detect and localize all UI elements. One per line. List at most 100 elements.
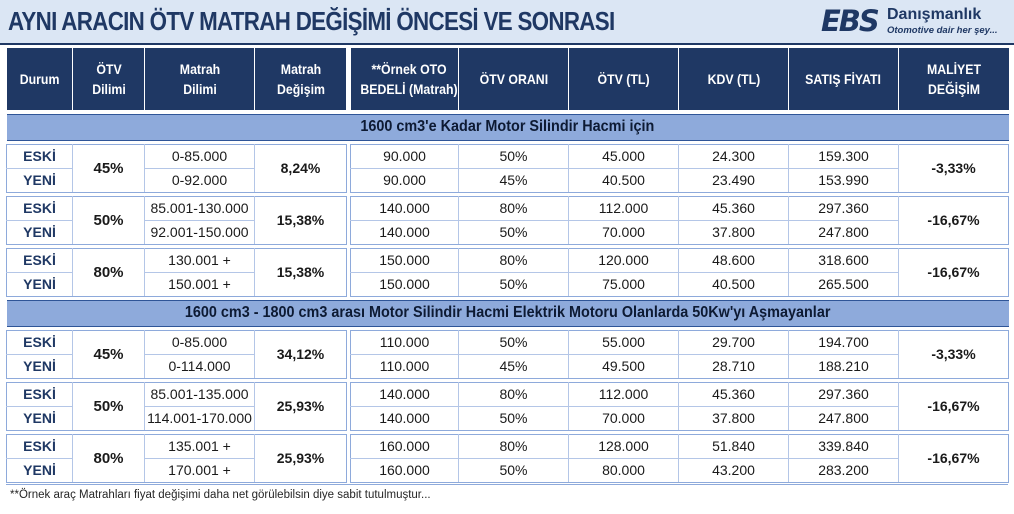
table-row: YENİ 170.001 + 160.000 50% 80.000 43.200 283.2… [6, 458, 1009, 483]
matrah-dilimi-cell: 150.001 + [144, 272, 255, 297]
durum-cell: YENİ [6, 354, 73, 379]
matrah-dilimi-cell: 114.001-170.000 [144, 406, 255, 431]
header-row: Durum ÖTV Dilimi Matrah Dilimi Matrah De… [6, 48, 1009, 110]
table-row: YENİ 150.001 + 150.000 50% 75.000 40.500 265.5… [6, 272, 1009, 297]
ebs-logo: EBS Danışmanlık Otomotive dair her şey..… [821, 3, 1006, 41]
otv-tl-cell: 40.500 [568, 168, 679, 193]
table-row: ESKİ 50% 85.001-130.000 15,38% 140.000 80% 112… [6, 195, 1009, 245]
section-title: 1600 cm3'e Kadar Motor Silindir Hacmi iç… [6, 113, 1009, 141]
logo-mark: EBS [821, 4, 880, 38]
otv-orani-cell: 50% [458, 220, 569, 245]
otv-orani-cell: 45% [458, 354, 569, 379]
footnote-divider [6, 484, 1008, 485]
section-title: 1600 cm3 - 1800 cm3 arası Motor Silindir… [6, 299, 1009, 327]
otv-dilimi-cell: 45% [72, 329, 145, 379]
kdv-tl-cell: 37.800 [678, 406, 789, 431]
otv-tl-cell: 70.000 [568, 406, 679, 431]
otv-dilimi-cell: 50% [72, 195, 145, 245]
column-gap [346, 330, 351, 378]
table-row: ESKİ 50% 85.001-135.000 25,93% 140.000 80% 112… [6, 381, 1009, 431]
otv-dilimi-cell: 50% [72, 381, 145, 431]
column-gap [346, 434, 351, 482]
otv-tl-cell: 80.000 [568, 458, 679, 483]
ornek-bedel-cell: 90.000 [350, 168, 459, 193]
otv-orani-cell: 50% [458, 143, 569, 169]
otv-dilimi-cell: 45% [72, 143, 145, 193]
otv-tl-cell: 75.000 [568, 272, 679, 297]
maliyet-degisim-cell: -16,67% [898, 433, 1009, 483]
kdv-tl-cell: 29.700 [678, 329, 789, 355]
otv-tl-cell: 120.000 [568, 247, 679, 273]
column-gap [346, 248, 351, 296]
durum-cell: YENİ [6, 406, 73, 431]
otv-tl-cell: 45.000 [568, 143, 679, 169]
matrah-degisim-cell: 8,24% [254, 143, 347, 193]
satis-fiyati-cell: 159.300 [788, 143, 899, 169]
kdv-tl-cell: 40.500 [678, 272, 789, 297]
otv-orani-cell: 80% [458, 195, 569, 221]
matrah-dilimi-cell: 0-92.000 [144, 168, 255, 193]
matrah-dilimi-cell: 85.001-130.000 [144, 195, 255, 221]
ornek-bedel-cell: 140.000 [350, 406, 459, 431]
table-body: 1600 cm3'e Kadar Motor Silindir Hacmi iç… [6, 113, 1009, 486]
table-row: YENİ 114.001-170.000 140.000 50% 70.000 37.80… [6, 406, 1009, 431]
matrah-dilimi-cell: 85.001-135.000 [144, 381, 255, 407]
satis-fiyati-cell: 265.500 [788, 272, 899, 297]
kdv-tl-cell: 24.300 [678, 143, 789, 169]
ornek-bedel-cell: 140.000 [350, 220, 459, 245]
otv-dilimi-cell: 80% [72, 433, 145, 483]
matrah-dilimi-cell: 0-114.000 [144, 354, 255, 379]
header-maliyet-degisim: MALİYET DEĞİŞİM [898, 48, 1009, 110]
matrah-dilimi-cell: 170.001 + [144, 458, 255, 483]
satis-fiyati-cell: 318.600 [788, 247, 899, 273]
table-row: ESKİ 45% 0-85.000 8,24% 90.000 50% 45.000 24.30… [6, 143, 1009, 193]
otv-tl-cell: 49.500 [568, 354, 679, 379]
logo-name: Danışmanlık [887, 6, 982, 23]
table-row: ESKİ 45% 0-85.000 34,12% 110.000 50% 55.000 29.… [6, 329, 1009, 379]
otv-tl-cell: 112.000 [568, 381, 679, 407]
header-matrah-dilimi: Matrah Dilimi [144, 48, 255, 110]
durum-cell: ESKİ [6, 381, 73, 407]
otv-orani-cell: 50% [458, 272, 569, 297]
durum-cell: ESKİ [6, 329, 73, 355]
section-header-row: 1600 cm3 - 1800 cm3 arası Motor Silindir… [6, 299, 1009, 327]
otv-orani-cell: 80% [458, 381, 569, 407]
column-gap [346, 196, 351, 244]
satis-fiyati-cell: 188.210 [788, 354, 899, 379]
page-title: AYNI ARACIN ÖTV MATRAH DEĞİŞİMİ ÖNCESİ V… [8, 6, 615, 36]
kdv-tl-cell: 51.840 [678, 433, 789, 459]
ornek-bedel-cell: 140.000 [350, 381, 459, 407]
matrah-dilimi-cell: 0-85.000 [144, 143, 255, 169]
matrah-degisim-cell: 34,12% [254, 329, 347, 379]
table-row: YENİ 0-114.000 110.000 45% 49.500 28.710 188.2… [6, 354, 1009, 379]
satis-fiyati-cell: 297.360 [788, 195, 899, 221]
otv-dilimi-cell: 80% [72, 247, 145, 297]
ornek-bedel-cell: 150.000 [350, 247, 459, 273]
maliyet-degisim-cell: -3,33% [898, 329, 1009, 379]
header-otv-tl: ÖTV (TL) [568, 48, 679, 110]
satis-fiyati-cell: 247.800 [788, 406, 899, 431]
kdv-tl-cell: 43.200 [678, 458, 789, 483]
footnote: **Örnek araç Matrahları fiyat değişimi d… [10, 489, 431, 501]
otv-tl-cell: 112.000 [568, 195, 679, 221]
header-otv-dilimi: ÖTV Dilimi [72, 48, 145, 110]
column-gap [346, 382, 351, 430]
matrah-dilimi-cell: 135.001 + [144, 433, 255, 459]
maliyet-degisim-cell: -3,33% [898, 143, 1009, 193]
satis-fiyati-cell: 194.700 [788, 329, 899, 355]
kdv-tl-cell: 48.600 [678, 247, 789, 273]
otv-orani-cell: 80% [458, 247, 569, 273]
ornek-bedel-cell: 150.000 [350, 272, 459, 297]
matrah-degisim-cell: 15,38% [254, 247, 347, 297]
matrah-degisim-cell: 25,93% [254, 433, 347, 483]
kdv-tl-cell: 23.490 [678, 168, 789, 193]
header-otv-orani: ÖTV ORANI [458, 48, 569, 110]
logo-slogan: Otomotive dair her şey... [887, 25, 998, 36]
matrah-dilimi-cell: 92.001-150.000 [144, 220, 255, 245]
maliyet-degisim-cell: -16,67% [898, 381, 1009, 431]
durum-cell: ESKİ [6, 143, 73, 169]
otv-orani-cell: 80% [458, 433, 569, 459]
ornek-bedel-cell: 110.000 [350, 329, 459, 355]
satis-fiyati-cell: 283.200 [788, 458, 899, 483]
header-ornek-bedel: **Örnek OTO BEDELİ (Matrah) [350, 48, 459, 110]
